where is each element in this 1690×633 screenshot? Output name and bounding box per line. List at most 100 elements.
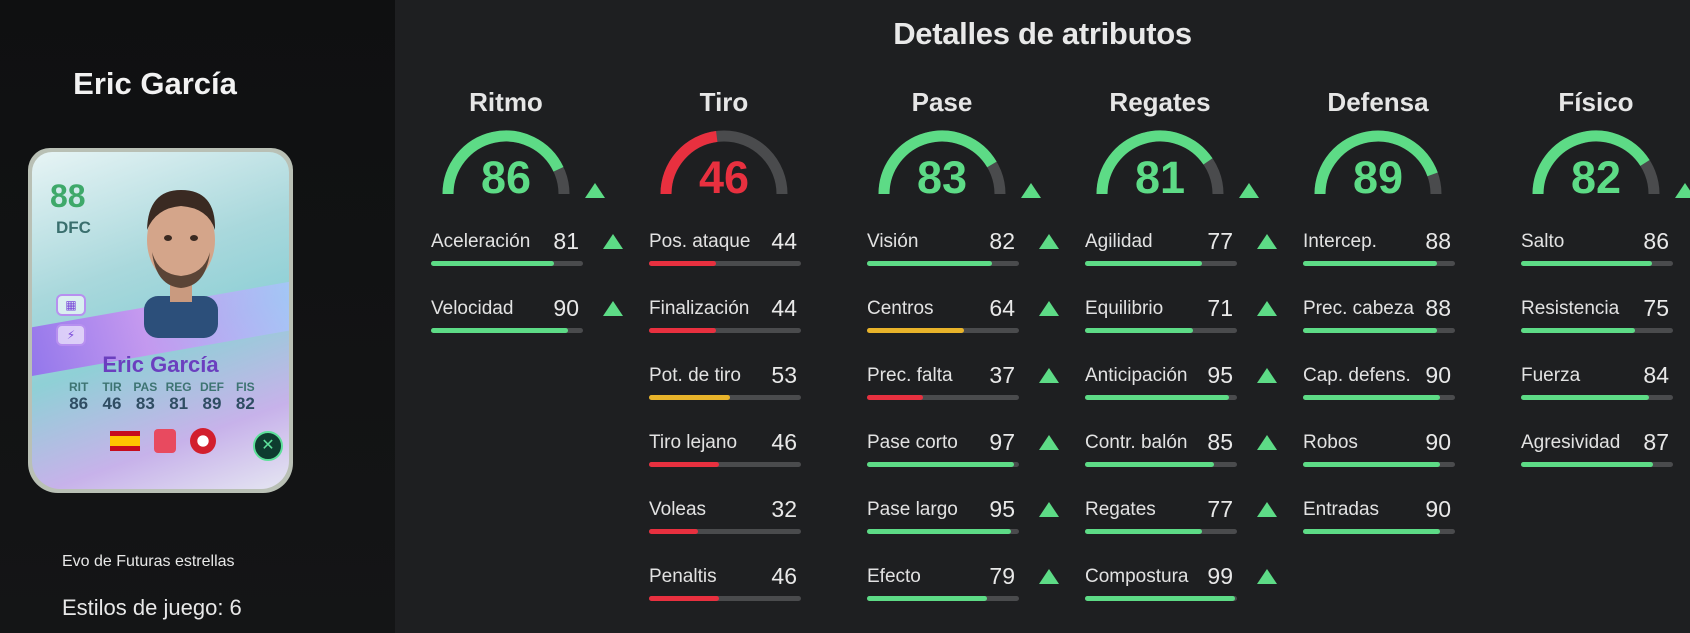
stat-row[interactable]: Fuerza 84 (1521, 362, 1690, 405)
stat-bar (1303, 261, 1455, 266)
category-gauge (1532, 130, 1660, 195)
stat-bar-fill (431, 328, 568, 333)
stat-bar (1085, 596, 1237, 601)
stat-bar-fill (867, 261, 992, 266)
stat-row[interactable]: Pot. de tiro 53 (649, 362, 839, 405)
category-value: 83 (916, 152, 968, 203)
stat-value: 99 (1207, 563, 1233, 589)
stat-row[interactable]: Entradas 90 (1303, 496, 1493, 539)
stat-row[interactable]: Regates 77 (1085, 496, 1277, 539)
stat-row[interactable]: Velocidad 90 (431, 295, 623, 338)
upgrade-arrow-icon (1039, 301, 1059, 316)
stat-bar (867, 596, 1019, 601)
stat-row[interactable]: Visión 82 (867, 228, 1059, 271)
stat-value: 77 (1207, 496, 1233, 522)
stat-row[interactable]: Tiro lejano 46 (649, 429, 839, 472)
stat-row[interactable]: Pos. ataque 44 (649, 228, 839, 271)
stat-bar-fill (1521, 261, 1652, 266)
stat-bar-fill (1085, 261, 1203, 266)
upgrade-arrow-icon (603, 301, 623, 316)
stat-row[interactable]: Prec. falta 37 (867, 362, 1059, 405)
playstyles-count[interactable]: Estilos de juego: 6 (62, 595, 242, 620)
stat-bar-fill (1085, 596, 1236, 601)
stat-row[interactable]: Agresividad 87 (1521, 429, 1690, 472)
stat-row[interactable]: Intercep. 88 (1303, 228, 1493, 271)
stat-value: 46 (771, 563, 797, 589)
card-stat-label: TIR (102, 380, 122, 394)
stat-label: Salto (1521, 231, 1565, 252)
player-card[interactable]: 88 DFC ▦ ⚡ Eric García RIT TIR PAS REG D… (28, 148, 293, 493)
stat-bar (867, 529, 1019, 534)
stat-value: 82 (989, 228, 1015, 254)
card-stat-label: FIS (235, 380, 255, 394)
stat-row[interactable]: Prec. cabeza 88 (1303, 295, 1493, 338)
stat-row[interactable]: Compostura 99 (1085, 563, 1277, 606)
stat-label: Pase corto (867, 432, 958, 453)
stat-bar-fill (1303, 529, 1440, 534)
category-gauge (878, 130, 1006, 195)
stat-label: Pos. ataque (649, 231, 751, 252)
stat-value: 32 (771, 496, 797, 522)
stat-label: Velocidad (431, 298, 514, 319)
upgrade-arrow-icon (1239, 183, 1259, 198)
stat-bar (867, 462, 1019, 467)
stat-label: Robos (1303, 432, 1358, 453)
attribute-column-4: Defensa 89 Intercep. 88 Prec. cabeza 88 Cap. d… (1285, 0, 1475, 633)
upgrade-arrow-icon (1039, 502, 1059, 517)
stat-bar-fill (1303, 328, 1437, 333)
stat-row[interactable]: Pase largo 95 (867, 496, 1059, 539)
stat-row[interactable]: Equilibrio 71 (1085, 295, 1277, 338)
stat-row[interactable]: Finalización 44 (649, 295, 839, 338)
gauge-fill (1532, 130, 1650, 195)
stat-row[interactable]: Contr. balón 85 (1085, 429, 1277, 472)
stat-value: 88 (1425, 228, 1451, 254)
upgrade-arrow-icon (1257, 301, 1277, 316)
stat-row[interactable]: Agilidad 77 (1085, 228, 1277, 271)
stat-row[interactable]: Resistencia 75 (1521, 295, 1690, 338)
stat-label: Contr. balón (1085, 432, 1188, 453)
card-rating: 88 (50, 178, 86, 214)
category-name: Físico (1558, 87, 1634, 117)
stat-row[interactable]: Anticipación 95 (1085, 362, 1277, 405)
stat-label: Equilibrio (1085, 298, 1164, 319)
stat-value: 37 (989, 362, 1015, 388)
stat-bar-fill (1085, 462, 1215, 467)
stat-value: 84 (1643, 362, 1669, 388)
stat-value: 88 (1425, 295, 1451, 321)
stat-row[interactable]: Centros 64 (867, 295, 1059, 338)
stat-bar-fill (431, 261, 555, 266)
stat-row[interactable]: Efecto 79 (867, 563, 1059, 606)
upgrade-arrow-icon (603, 234, 623, 249)
gauge-fill (878, 130, 997, 195)
stat-bar (431, 261, 583, 266)
stat-row[interactable]: Voleas 32 (649, 496, 839, 539)
upgrade-arrow-icon (1039, 569, 1059, 584)
stat-bar (649, 596, 801, 601)
evolution-title: Evo de Futuras estrellas (62, 553, 235, 570)
upgrade-arrow-icon (1039, 435, 1059, 450)
stat-row[interactable]: Robos 90 (1303, 429, 1493, 472)
upgrade-arrow-icon (1021, 183, 1041, 198)
category-gauge (660, 130, 788, 195)
stat-row[interactable]: Cap. defens. 90 (1303, 362, 1493, 405)
player-name: Eric García (73, 66, 237, 101)
card-position: DFC (56, 218, 91, 237)
stat-value: 75 (1643, 295, 1669, 321)
player-portrait-icon (144, 190, 218, 338)
stat-bar-fill (649, 529, 698, 534)
stat-bar (867, 261, 1019, 266)
stat-value: 90 (1425, 429, 1451, 455)
stat-row[interactable]: Pase corto 97 (867, 429, 1059, 472)
stat-bar-fill (1085, 529, 1203, 534)
upgrade-arrow-icon (1257, 234, 1277, 249)
card-stat-label: DEF (199, 380, 224, 394)
stat-row[interactable]: Penaltis 46 (649, 563, 839, 606)
stat-bar (1303, 328, 1455, 333)
stat-label: Regates (1085, 499, 1156, 520)
stat-row[interactable]: Salto 86 (1521, 228, 1690, 271)
upgrade-arrow-icon (1257, 435, 1277, 450)
stat-label: Voleas (649, 499, 707, 520)
gauge-fill (660, 131, 718, 195)
category-name: Regates (1109, 87, 1211, 117)
stat-row[interactable]: Aceleración 81 (431, 228, 623, 271)
